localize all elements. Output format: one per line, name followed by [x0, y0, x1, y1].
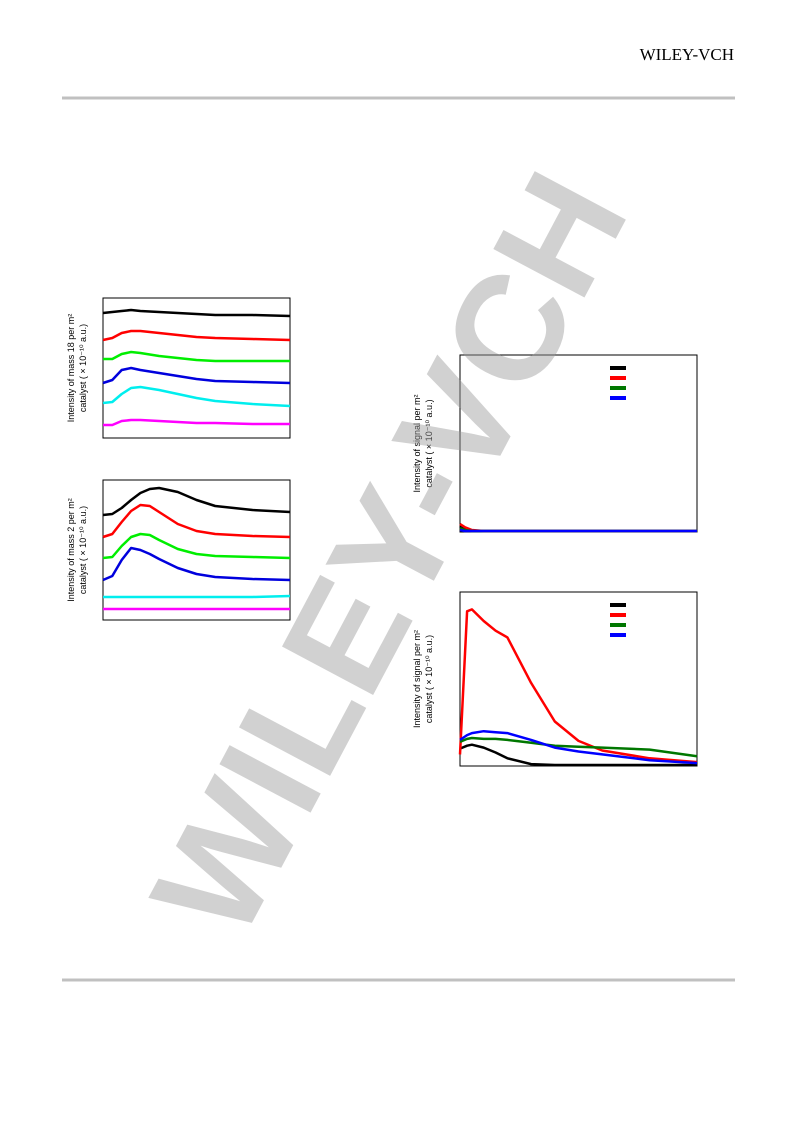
chart: Intensity of mass 2 per m² catalyst ( × 1… — [66, 479, 291, 621]
series-line — [103, 594, 291, 599]
figures: Intensity of mass 18 per m² catalyst ( × … — [66, 297, 698, 767]
plot-frame — [102, 297, 291, 439]
y-axis-label: catalyst ( × 10⁻¹⁰ a.u.) — [424, 635, 434, 723]
chart: Intensity of signal per m² catalyst ( × 1… — [412, 591, 698, 767]
y-axis-label: Intensity of signal per m² — [412, 394, 422, 492]
y-axis-label: catalyst ( × 10⁻¹⁰ a.u.) — [424, 399, 434, 487]
series-line — [102, 532, 291, 560]
chart: Intensity of signal per m² catalyst ( × 1… — [412, 354, 698, 533]
series-line — [103, 418, 290, 427]
series-line — [102, 366, 291, 385]
y-axis-label: Intensity of mass 2 per m² — [66, 498, 76, 602]
y-axis-label: catalyst ( × 10⁻¹⁰ a.u.) — [78, 506, 88, 594]
series-line — [103, 350, 290, 363]
y-axis-label: Intensity of mass 18 per m² — [66, 314, 76, 423]
series-line — [459, 528, 697, 533]
y-axis-label: Intensity of signal per m² — [412, 630, 422, 728]
series-line — [102, 385, 291, 408]
chart: Intensity of mass 18 per m² catalyst ( × … — [66, 297, 291, 439]
series-line — [102, 546, 291, 582]
series-line — [102, 503, 291, 539]
series-line — [102, 308, 291, 318]
series-line — [459, 743, 697, 767]
series-line — [458, 608, 698, 764]
series-line — [459, 736, 698, 758]
series-line — [102, 486, 291, 517]
plot-frame — [102, 479, 291, 621]
brand: WILEY-VCH — [640, 45, 734, 64]
series-line — [102, 329, 291, 342]
y-axis-label: catalyst ( × 10⁻¹⁰ a.u.) — [78, 324, 88, 412]
series-line — [459, 729, 698, 765]
